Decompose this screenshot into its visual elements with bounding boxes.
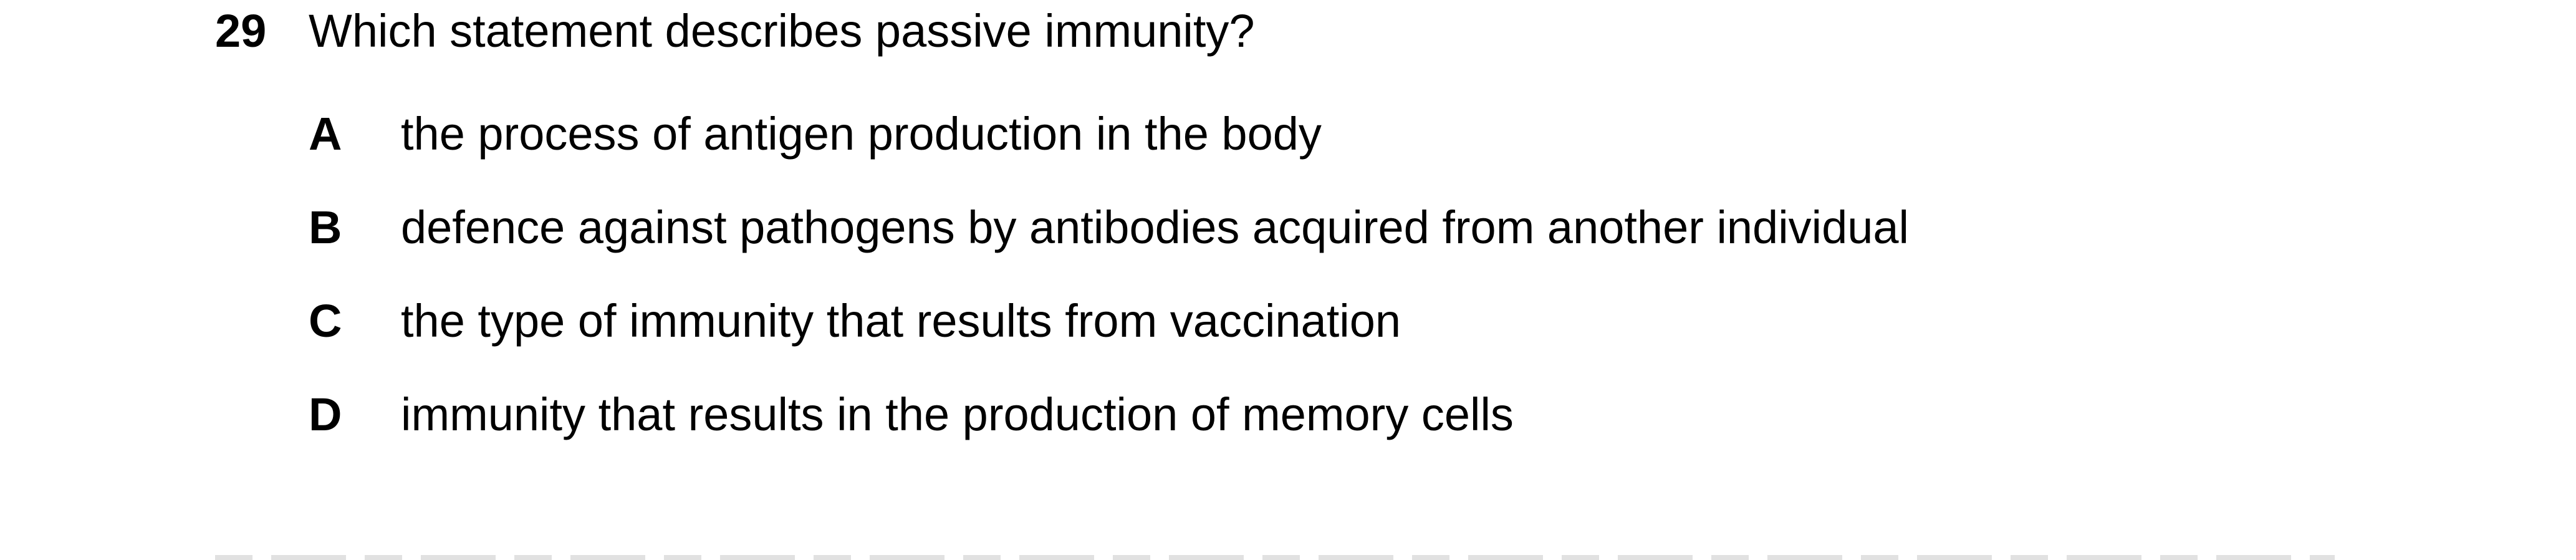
cut-off-next-question [215,544,2335,560]
cut-off-text-fragment [215,555,2335,560]
option-letter: D [309,389,342,440]
option-letter: A [309,108,342,160]
option-text: the type of immunity that results from v… [401,295,1401,347]
question-number: 29 [215,5,267,57]
question-stem: 29 Which statement describes passive imm… [215,0,2522,62]
option-text: immunity that results in the production … [401,389,1514,440]
option-text: the process of antigen production in the… [401,108,1322,160]
option-text: defence against pathogens by antibodies … [401,201,1909,253]
option-letter: B [309,201,342,253]
question-29: 29 Which statement describes passive imm… [215,0,2522,62]
option-letter: C [309,295,342,347]
question-text: Which statement describes passive immuni… [309,5,1255,57]
